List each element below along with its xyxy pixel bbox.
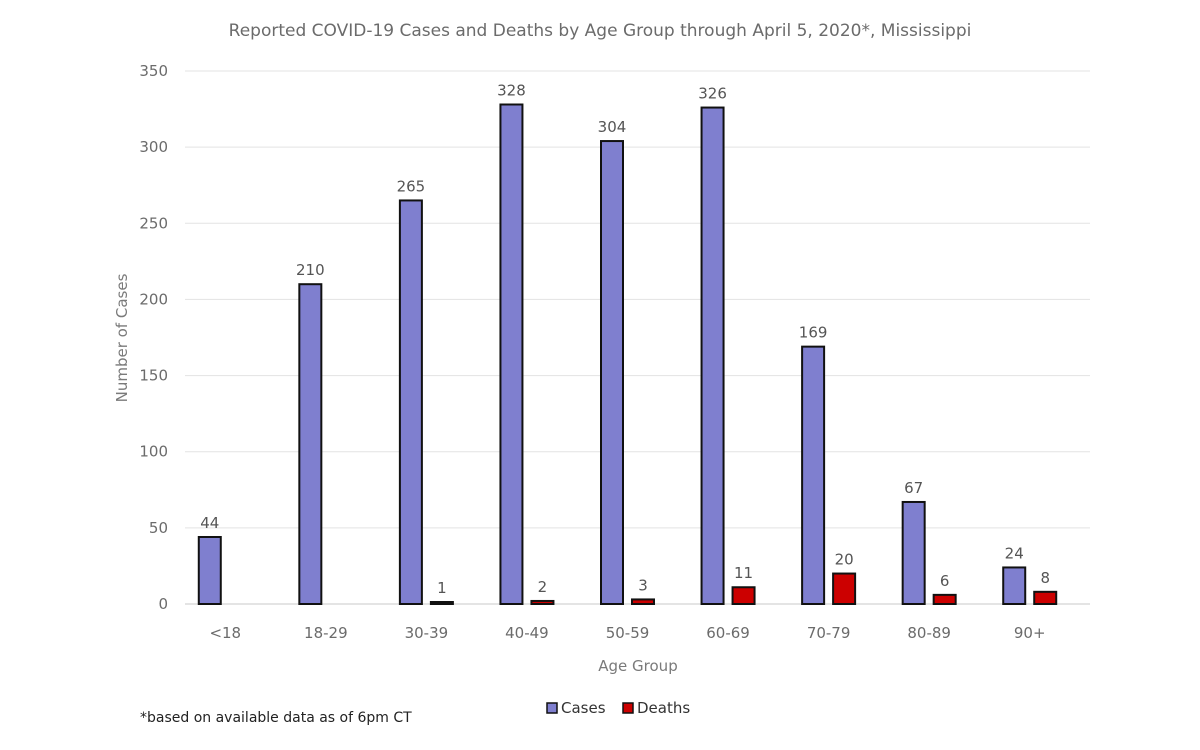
cases-label-70-79: 169 [799,324,828,342]
cases-label-<18: 44 [200,514,219,532]
cases-label-18-29: 210 [296,261,325,279]
x-tick-label: 80-89 [907,624,951,642]
y-tick-label: 250 [139,214,168,232]
cases-label-80-89: 67 [904,479,923,497]
deaths-label-30-39: 1 [437,579,447,597]
deaths-bar-30-39 [429,601,454,605]
y-axis-title: Number of Cases [113,273,131,402]
deaths-bar-70-79 [832,572,857,605]
deaths-label-60-69: 11 [734,564,753,582]
x-tick-label: 60-69 [706,624,750,642]
cases-bar-30-39 [398,199,423,605]
legend: Cases Deaths [546,699,690,717]
deaths-bar-80-89 [932,593,957,605]
legend-swatch-deaths [622,702,634,714]
cases-label-50-59: 304 [598,118,627,136]
cases-label-90+: 24 [1005,544,1024,562]
cases-label-60-69: 326 [698,85,727,103]
deaths-bar-60-69 [731,586,756,606]
cases-bar-70-79 [801,345,826,605]
y-tick-label: 150 [139,367,168,385]
deaths-bar-90+ [1033,590,1058,605]
x-tick-label: 30-39 [405,624,449,642]
chart-title: Reported COVID-19 Cases and Deaths by Ag… [229,21,972,41]
deaths-label-40-49: 2 [538,578,548,596]
x-axis-title: Age Group [598,657,677,675]
data-labels: 44 210 265 1 328 2 304 3 326 11 169 20 67 6 24 8 [200,82,1050,597]
x-tick-label: <18 [209,624,241,642]
cases-bar-40-49 [499,103,524,605]
y-tick-label: 300 [139,138,168,156]
y-tick-label: 0 [158,595,168,613]
x-tick-label: 70-79 [807,624,851,642]
x-axis-ticks: <18 18-29 30-39 40-49 50-59 60-69 70-79 80-89 90… [209,624,1045,642]
legend-label-deaths: Deaths [637,699,690,717]
cases-label-30-39: 265 [397,177,426,195]
bars [197,103,1058,606]
deaths-bar-50-59 [631,598,655,606]
legend-swatch-cases [546,702,558,714]
x-tick-label: 40-49 [505,624,549,642]
cases-bar-80-89 [901,500,926,605]
y-axis-ticks: 0 50 100 150 200 250 300 350 [139,62,168,613]
cases-bar-90+ [1002,566,1027,605]
legend-label-cases: Cases [561,699,606,717]
y-tick-label: 200 [139,290,168,308]
y-tick-label: 100 [139,443,168,461]
footnote: *based on available data as of 6pm CT [140,710,412,726]
y-tick-label: 50 [149,519,168,537]
cases-bar-18-29 [298,283,323,605]
deaths-label-50-59: 3 [638,576,648,594]
deaths-label-80-89: 6 [940,572,950,590]
cases-bar-60-69 [700,106,725,605]
cases-bar-<18 [197,535,222,605]
x-tick-label: 50-59 [606,624,650,642]
deaths-bar-40-49 [530,599,555,605]
x-tick-label: 18-29 [304,624,348,642]
x-tick-label: 90+ [1014,624,1046,642]
cases-label-40-49: 328 [497,82,526,100]
deaths-label-70-79: 20 [835,551,854,569]
y-tick-label: 350 [139,62,168,80]
deaths-label-90+: 8 [1040,569,1050,587]
cases-bar-50-59 [600,140,624,605]
